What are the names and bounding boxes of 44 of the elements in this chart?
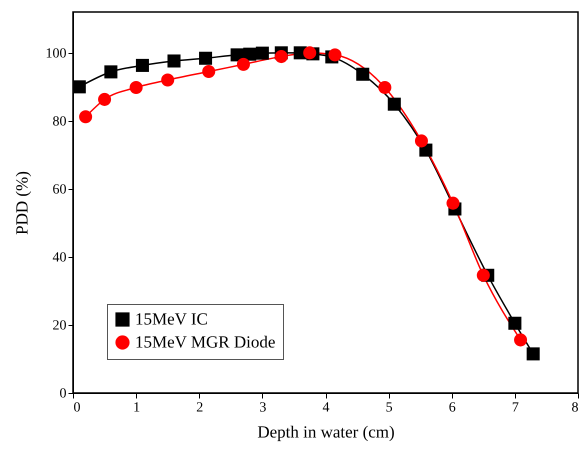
point	[388, 98, 401, 111]
point	[256, 46, 269, 60]
point	[130, 81, 143, 94]
x-tick-label: 2	[196, 400, 204, 416]
point	[378, 81, 392, 94]
point	[414, 134, 428, 148]
x-tick-label: 8	[572, 400, 578, 416]
x-tick-label: 0	[74, 400, 80, 416]
y-tick-label: 60	[52, 182, 66, 198]
point	[526, 347, 540, 360]
x-tick-label: 6	[448, 400, 456, 416]
y-axis-title: PDD (%)	[12, 171, 32, 235]
point	[72, 80, 86, 94]
point	[104, 65, 118, 78]
point	[98, 92, 112, 106]
point	[303, 46, 316, 60]
point	[136, 58, 149, 72]
point	[236, 58, 250, 71]
x-tick-label: 3	[259, 400, 266, 416]
y-tick-label: 80	[52, 114, 66, 130]
point	[328, 48, 342, 62]
point	[79, 110, 92, 124]
point	[199, 52, 212, 65]
y-tick-label: 20	[52, 318, 66, 334]
x-tick-label: 5	[386, 400, 393, 416]
legend-label: 15MeV MGR Diode	[135, 332, 276, 352]
point	[161, 74, 174, 87]
x-axis-title: Depth in water (cm)	[257, 422, 395, 442]
point	[356, 68, 370, 81]
x-tick-label: 1	[133, 400, 140, 416]
point	[167, 54, 181, 68]
point	[243, 48, 256, 61]
y-tick-label: 40	[52, 250, 66, 266]
point	[202, 65, 216, 78]
y-tick-label: 0	[60, 386, 66, 402]
point	[508, 316, 522, 330]
point	[476, 268, 490, 282]
point	[274, 50, 288, 64]
x-tick-label: 7	[512, 400, 519, 416]
x-tick-label: 4	[322, 400, 330, 416]
point	[446, 196, 460, 210]
y-tick-label: 100	[46, 46, 66, 62]
legend-label: 15MeV IC	[135, 310, 208, 328]
point	[514, 333, 528, 346]
